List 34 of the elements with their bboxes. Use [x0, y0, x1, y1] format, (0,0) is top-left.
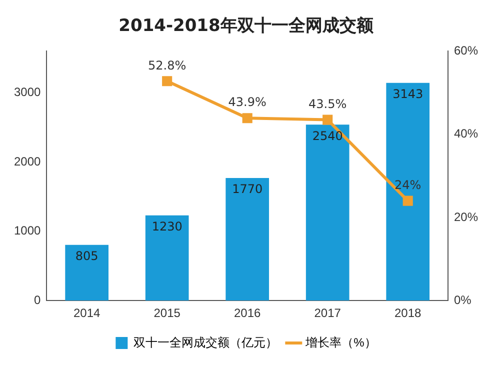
chart-title: 2014-2018年双十一全网成交额 [118, 15, 374, 38]
y2-tick-label: 0% [454, 292, 472, 307]
bar [226, 178, 270, 301]
y-tick-label: 0 [34, 292, 42, 307]
x-tick-label: 2016 [234, 306, 262, 320]
legend-label: 增长率（%） [304, 335, 376, 350]
data-label: 805 [75, 248, 98, 263]
y-tick-label: 2000 [14, 154, 42, 168]
bar [306, 124, 350, 301]
data-label: 2540 [312, 128, 343, 143]
y-tick-label: 1000 [14, 224, 42, 238]
data-label: 24% [394, 178, 422, 192]
data-label: 52.8% [148, 58, 186, 72]
x-tick-label: 2015 [154, 306, 181, 320]
bar [65, 244, 108, 301]
y-tick-label: 3000 [14, 85, 42, 100]
y2-tick-label: 60% [454, 44, 478, 58]
y2-tick-label: 40% [454, 126, 478, 141]
data-label: 1770 [232, 182, 263, 196]
y2-tick-label: 20% [454, 210, 478, 224]
x-tick-label: 2014 [73, 306, 100, 320]
data-label: 43.9% [228, 95, 266, 110]
point [242, 113, 252, 124]
x-tick-label: 2017 [314, 306, 342, 320]
point [322, 114, 333, 125]
data-label: 3143 [392, 86, 424, 101]
bar [386, 82, 430, 301]
point [402, 196, 413, 206]
data-label: 1230 [152, 220, 182, 234]
x-tick-label: 2018 [394, 306, 422, 320]
legend-label: 双十一全网成交额（亿元） [134, 335, 278, 350]
bar [145, 215, 189, 301]
point [162, 76, 172, 86]
data-label: 43.5% [308, 96, 347, 111]
